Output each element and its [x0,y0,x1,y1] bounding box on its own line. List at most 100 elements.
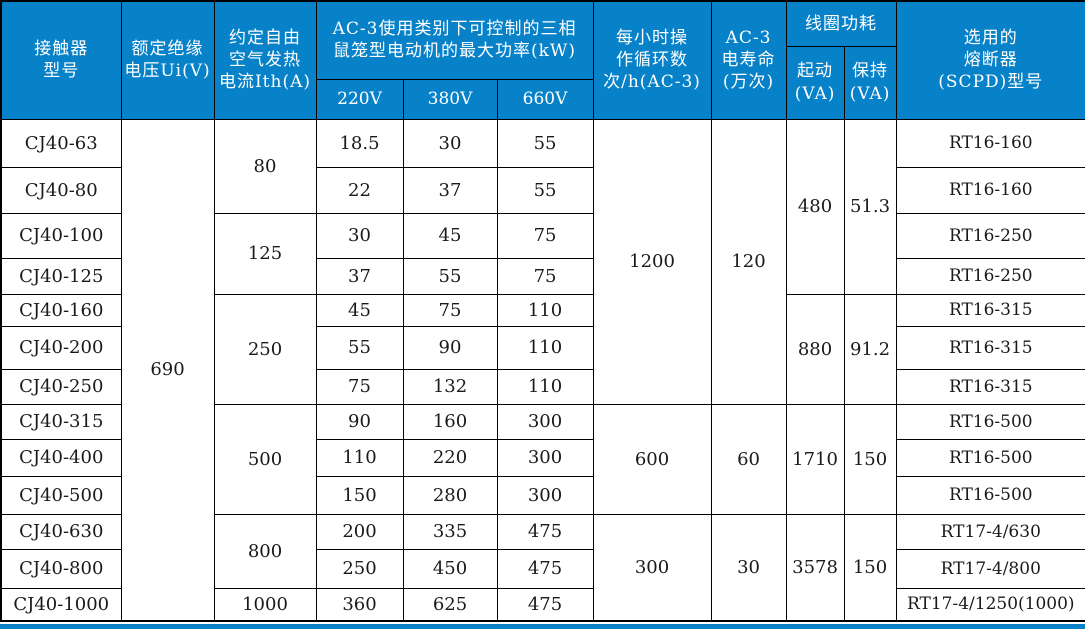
header-coil-hold: 保持 (VA) [843,45,897,120]
power-660-cell: 475 [496,513,594,550]
power-660-cell: 110 [496,293,594,327]
power-380-cell: 75 [402,293,498,327]
power-220-cell: 37 [315,257,404,295]
table-row: CJ40-800 250 450 475 RT17-4/800 [0,548,1085,589]
power-380-cell: 280 [402,475,498,515]
coil-start-cell: 3578 [785,513,845,622]
fuse-cell: RT17-4/1250(1000) [895,587,1085,622]
ith-cell: 500 [213,403,317,515]
header-380v: 380V [402,78,498,120]
table-row: CJ40-1000 1000 360 625 475 RT17-4/1250(1… [0,587,1085,622]
model-cell: CJ40-250 [0,368,122,405]
header-max-power-group: AC-3使用类别下可控制的三相 鼠笼型电动机的最大功率(kW) [315,0,594,80]
fuse-cell: RT17-4/630 [895,513,1085,550]
table-row: CJ40-80 22 37 55 RT16-160 [0,166,1085,214]
power-660-cell: 300 [496,403,594,440]
model-cell: CJ40-1000 [0,587,122,622]
header-coil-start: 起动 (VA) [785,45,845,120]
power-220-cell: 75 [315,368,404,405]
power-220-cell: 150 [315,475,404,515]
voltage-cell: 690 [120,118,215,622]
table-row: CJ40-400 110 220 300 RT16-500 [0,438,1085,477]
life-cell: 120 [710,118,787,405]
life-cell: 30 [710,513,787,622]
coil-start-cell: 880 [785,293,845,405]
power-660-cell: 55 [496,118,594,168]
fuse-cell: RT16-500 [895,438,1085,477]
table-row: CJ40-63 690 80 18.5 30 55 1200 120 480 5… [0,118,1085,622]
power-220-cell: 30 [315,212,404,259]
power-380-cell: 45 [402,212,498,259]
fuse-cell: RT16-160 [895,166,1085,214]
fuse-cell: RT16-500 [895,475,1085,515]
power-660-cell: 475 [496,587,594,622]
power-380-cell: 160 [402,403,498,440]
power-220-cell: 250 [315,548,404,589]
power-660-cell: 300 [496,438,594,477]
fuse-cell: RT16-315 [895,293,1085,327]
model-cell: CJ40-125 [0,257,122,295]
model-cell: CJ40-100 [0,212,122,259]
table-row: CJ40-630 800 200 335 475 300 30 3578 150… [0,513,1085,622]
model-cell: CJ40-800 [0,548,122,589]
life-cell: 60 [710,403,787,515]
power-220-cell: 45 [315,293,404,327]
power-220-cell: 90 [315,403,404,440]
power-380-cell: 30 [402,118,498,168]
power-380-cell: 220 [402,438,498,477]
coil-hold-cell: 91.2 [843,293,897,405]
table-row: CJ40-315 500 90 160 300 600 60 1710 150 … [0,403,1085,515]
model-cell: CJ40-400 [0,438,122,477]
header-thermal-current: 约定自由 空气发热 电流Ith(A) [213,0,317,120]
power-220-cell: 55 [315,325,404,370]
fuse-cell: RT16-315 [895,325,1085,370]
power-220-cell: 18.5 [315,118,404,168]
ith-cell: 250 [213,293,317,405]
power-660-cell: 75 [496,212,594,259]
cycles-cell: 1200 [592,118,712,405]
power-380-cell: 55 [402,257,498,295]
coil-hold-cell: 150 [843,513,897,622]
header-coil-power-group: 线圈功耗 [785,0,897,47]
model-cell: CJ40-80 [0,166,122,214]
power-220-cell: 360 [315,587,404,622]
model-cell: CJ40-500 [0,475,122,515]
fuse-cell: RT16-160 [895,118,1085,168]
header-220v: 220V [315,78,404,120]
header-operating-cycles: 每小时操 作循环数 次/h(AC-3) [592,0,712,120]
power-220-cell: 200 [315,513,404,550]
table-row: CJ40-160 250 45 75 110 880 91.2 RT16-315 [0,293,1085,405]
table-row: CJ40-200 55 90 110 RT16-315 [0,325,1085,370]
power-220-cell: 22 [315,166,404,214]
fuse-cell: RT16-250 [895,257,1085,295]
table-row: CJ40-500 150 280 300 RT16-500 [0,475,1085,515]
power-660-cell: 300 [496,475,594,515]
coil-start-cell: 480 [785,118,845,295]
fuse-cell: RT17-4/800 [895,548,1085,589]
power-660-cell: 55 [496,166,594,214]
table-row: CJ40-250 75 132 110 RT16-315 [0,368,1085,405]
ith-cell: 125 [213,212,317,295]
coil-start-cell: 1710 [785,403,845,515]
power-660-cell: 475 [496,548,594,589]
fuse-cell: RT16-500 [895,403,1085,440]
fuse-cell: RT16-250 [895,212,1085,259]
power-380-cell: 335 [402,513,498,550]
power-660-cell: 110 [496,325,594,370]
model-cell: CJ40-63 [0,118,122,168]
coil-hold-cell: 51.3 [843,118,897,295]
header-rated-insulation-voltage: 额定绝缘 电压Ui(V) [120,0,215,120]
power-380-cell: 450 [402,548,498,589]
power-380-cell: 132 [402,368,498,405]
header-fuse-model: 选用的 熔断器 (SCPD)型号 [895,0,1085,120]
cycles-cell: 300 [592,513,712,622]
header-electrical-life: AC-3 电寿命 (万次) [710,0,787,120]
model-cell: CJ40-160 [0,293,122,327]
coil-hold-cell: 150 [843,403,897,515]
ith-cell: 800 [213,513,317,589]
power-380-cell: 90 [402,325,498,370]
model-cell: CJ40-315 [0,403,122,440]
ith-cell: 80 [213,118,317,214]
